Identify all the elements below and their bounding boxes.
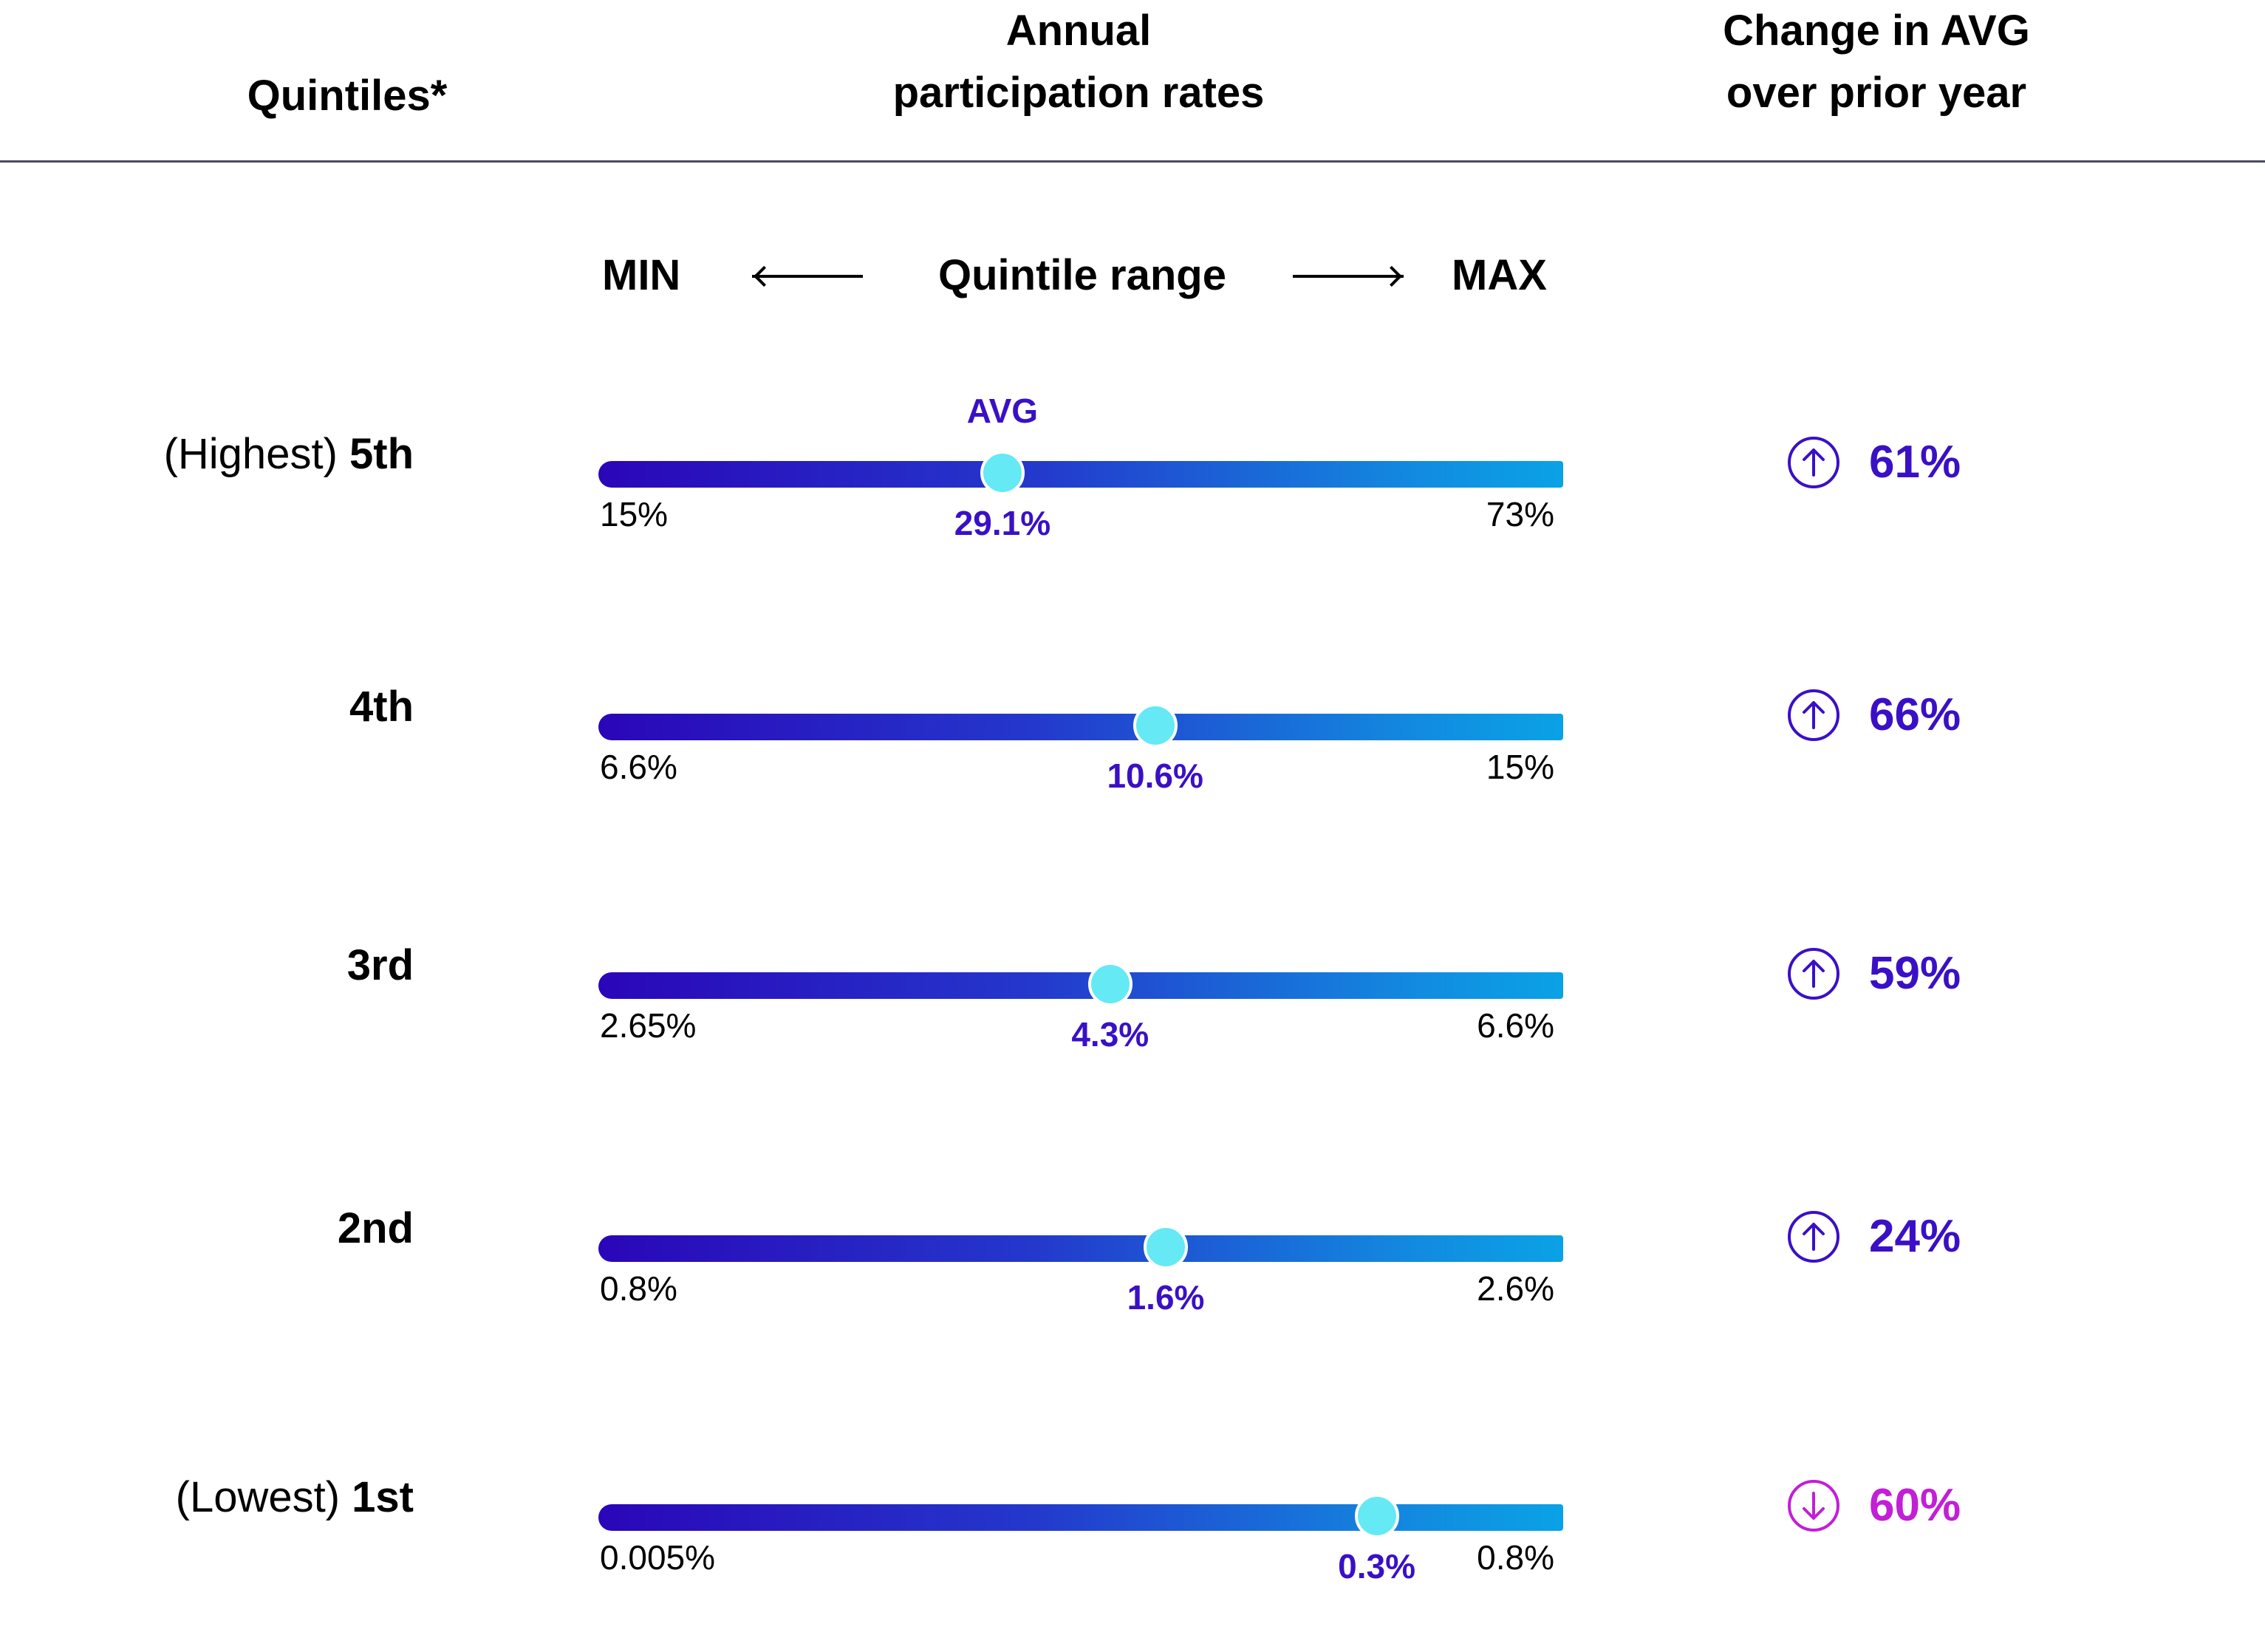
quintile-label: 4th: [349, 681, 414, 733]
avg-marker-knob: [1087, 962, 1132, 1006]
quintiles-header-text: Quintiles*: [247, 72, 448, 120]
quintile-rank: 5th: [349, 430, 414, 478]
change-indicator: 24%: [1786, 1209, 1961, 1265]
avg-marker-knob: [1144, 1225, 1189, 1269]
left-arrow-icon: [752, 265, 863, 287]
quintile-label-prefix: (Highest): [163, 430, 349, 478]
range-bar: [598, 1504, 1563, 1531]
range-bar: [598, 461, 1563, 488]
participation-column-header: Annual participation rates: [850, 0, 1308, 124]
avg-value: 29.1%: [954, 504, 1051, 542]
quintile-label: 3rd: [347, 940, 414, 991]
arrow-up-circle-icon: [1788, 948, 1839, 1000]
avg-value: 0.3%: [1338, 1547, 1416, 1586]
range-max-value: 73%: [1486, 495, 1554, 533]
range-max-value: 15%: [1486, 748, 1554, 786]
quintile-label-prefix: (Lowest): [175, 1473, 352, 1521]
avg-value: 4.3%: [1071, 1015, 1149, 1054]
legend-range-label: Quintile range: [938, 251, 1226, 299]
range-max-value: 0.8%: [1477, 1538, 1554, 1577]
header-divider: [0, 160, 2265, 163]
arrow-down-circle-icon: [1788, 1480, 1839, 1532]
avg-value: 10.6%: [1107, 757, 1203, 795]
change-header-line2: over prior year: [1726, 69, 2027, 117]
quintile-rank: 3rd: [346, 941, 414, 989]
range-max-value: 2.6%: [1477, 1269, 1554, 1308]
change-indicator: 60%: [1786, 1478, 1961, 1534]
change-percent: 66%: [1869, 689, 1961, 740]
range-min-value: 6.6%: [600, 748, 677, 786]
quintile-row: 3rd 2.65% 4.3% 6.6% 59%: [0, 941, 2265, 1120]
change-indicator: 66%: [1786, 687, 1961, 743]
quintile-row: (Lowest) 1st 0.005% 0.3% 0.8% 60%: [0, 1473, 2265, 1652]
change-indicator: 61%: [1786, 434, 1961, 491]
range-min-value: 0.005%: [600, 1538, 716, 1577]
arrow-up-circle-icon: [1788, 1211, 1839, 1263]
avg-marker-knob: [1354, 1494, 1399, 1538]
quintile-rank: 4th: [349, 683, 414, 731]
range-min-value: 2.65%: [600, 1006, 697, 1045]
avg-marker-label: AVG: [966, 392, 1039, 430]
legend-min-label: MIN: [602, 251, 681, 299]
participation-header-line1: Annual: [1005, 7, 1152, 55]
quintile-rank: 1st: [352, 1473, 414, 1521]
quintile-rank: 2nd: [337, 1204, 414, 1252]
change-indicator: 59%: [1786, 946, 1961, 1002]
quintile-row: (Highest) 5th AVG 15% 29.1% 73% 61%: [0, 392, 2265, 609]
range-min-value: 15%: [600, 495, 669, 533]
arrow-up-circle-icon: [1788, 437, 1839, 488]
quintile-row: 2nd 0.8% 1.6% 2.6% 24%: [0, 1204, 2265, 1383]
range-bar: [598, 1235, 1563, 1262]
range-bar: [598, 714, 1563, 740]
range-bar: [598, 972, 1563, 999]
participation-header-line2: participation rates: [892, 69, 1265, 117]
range-max-value: 6.6%: [1477, 1006, 1554, 1045]
change-percent: 59%: [1869, 948, 1961, 999]
avg-marker-knob: [1132, 703, 1178, 748]
change-column-header: Change in AVG over prior year: [1677, 0, 2076, 124]
change-percent: 60%: [1869, 1480, 1961, 1531]
quintile-label: (Lowest) 1st: [176, 1472, 414, 1523]
range-min-value: 0.8%: [600, 1269, 677, 1308]
quintile-label: (Highest) 5th: [164, 429, 414, 480]
arrow-up-circle-icon: [1788, 689, 1839, 741]
change-percent: 61%: [1869, 437, 1961, 488]
quintiles-column-header: Quintiles*: [229, 65, 465, 127]
change-header-line1: Change in AVG: [1723, 7, 2030, 55]
right-arrow-icon: [1293, 265, 1404, 287]
avg-marker-knob: [980, 451, 1025, 495]
quintile-label: 2nd: [338, 1203, 414, 1255]
legend-max-label: MAX: [1452, 251, 1547, 299]
change-percent: 24%: [1869, 1211, 1961, 1262]
quintile-row: 4th 6.6% 10.6% 15% 66%: [0, 683, 2265, 861]
avg-value: 1.6%: [1127, 1278, 1205, 1317]
